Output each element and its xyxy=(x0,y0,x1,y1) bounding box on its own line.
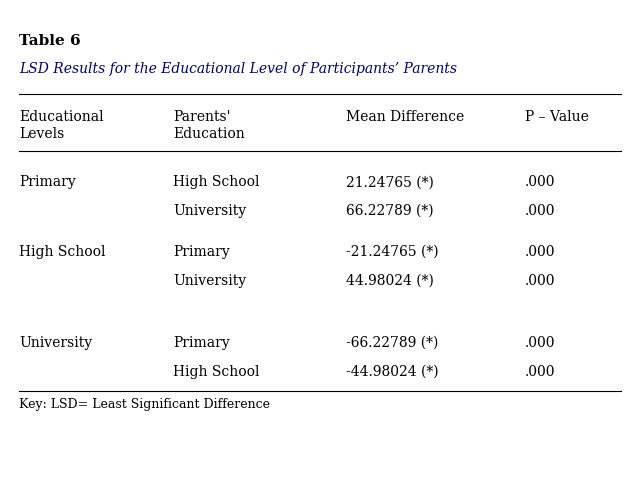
Text: -21.24765 (*): -21.24765 (*) xyxy=(346,245,438,259)
Text: LSD Results for the Educational Level of Participants’ Parents: LSD Results for the Educational Level of… xyxy=(19,62,457,76)
Text: P – Value: P – Value xyxy=(525,110,589,124)
Text: -44.98024 (*): -44.98024 (*) xyxy=(346,365,438,379)
Text: Table 6: Table 6 xyxy=(19,34,81,48)
Text: -66.22789 (*): -66.22789 (*) xyxy=(346,336,438,350)
Text: High School: High School xyxy=(173,175,259,189)
Text: .000: .000 xyxy=(525,204,556,218)
Text: .000: .000 xyxy=(525,274,556,288)
Text: .000: .000 xyxy=(525,336,556,350)
Text: .000: .000 xyxy=(525,365,556,379)
Text: University: University xyxy=(19,336,92,350)
Text: High School: High School xyxy=(19,245,106,259)
Text: .000: .000 xyxy=(525,245,556,259)
Text: Primary: Primary xyxy=(173,245,230,259)
Text: University: University xyxy=(173,274,246,288)
Text: Primary: Primary xyxy=(173,336,230,350)
Text: Primary: Primary xyxy=(19,175,76,189)
Text: Key: LSD= Least Significant Difference: Key: LSD= Least Significant Difference xyxy=(19,398,270,411)
Text: Educational
Levels: Educational Levels xyxy=(19,110,104,141)
Text: 66.22789 (*): 66.22789 (*) xyxy=(346,204,433,218)
Text: .000: .000 xyxy=(525,175,556,189)
Text: High School: High School xyxy=(173,365,259,379)
Text: University: University xyxy=(173,204,246,218)
Text: 44.98024 (*): 44.98024 (*) xyxy=(346,274,433,288)
Text: 21.24765 (*): 21.24765 (*) xyxy=(346,175,433,189)
Text: Parents'
Education: Parents' Education xyxy=(173,110,244,141)
Text: Mean Difference: Mean Difference xyxy=(346,110,464,124)
